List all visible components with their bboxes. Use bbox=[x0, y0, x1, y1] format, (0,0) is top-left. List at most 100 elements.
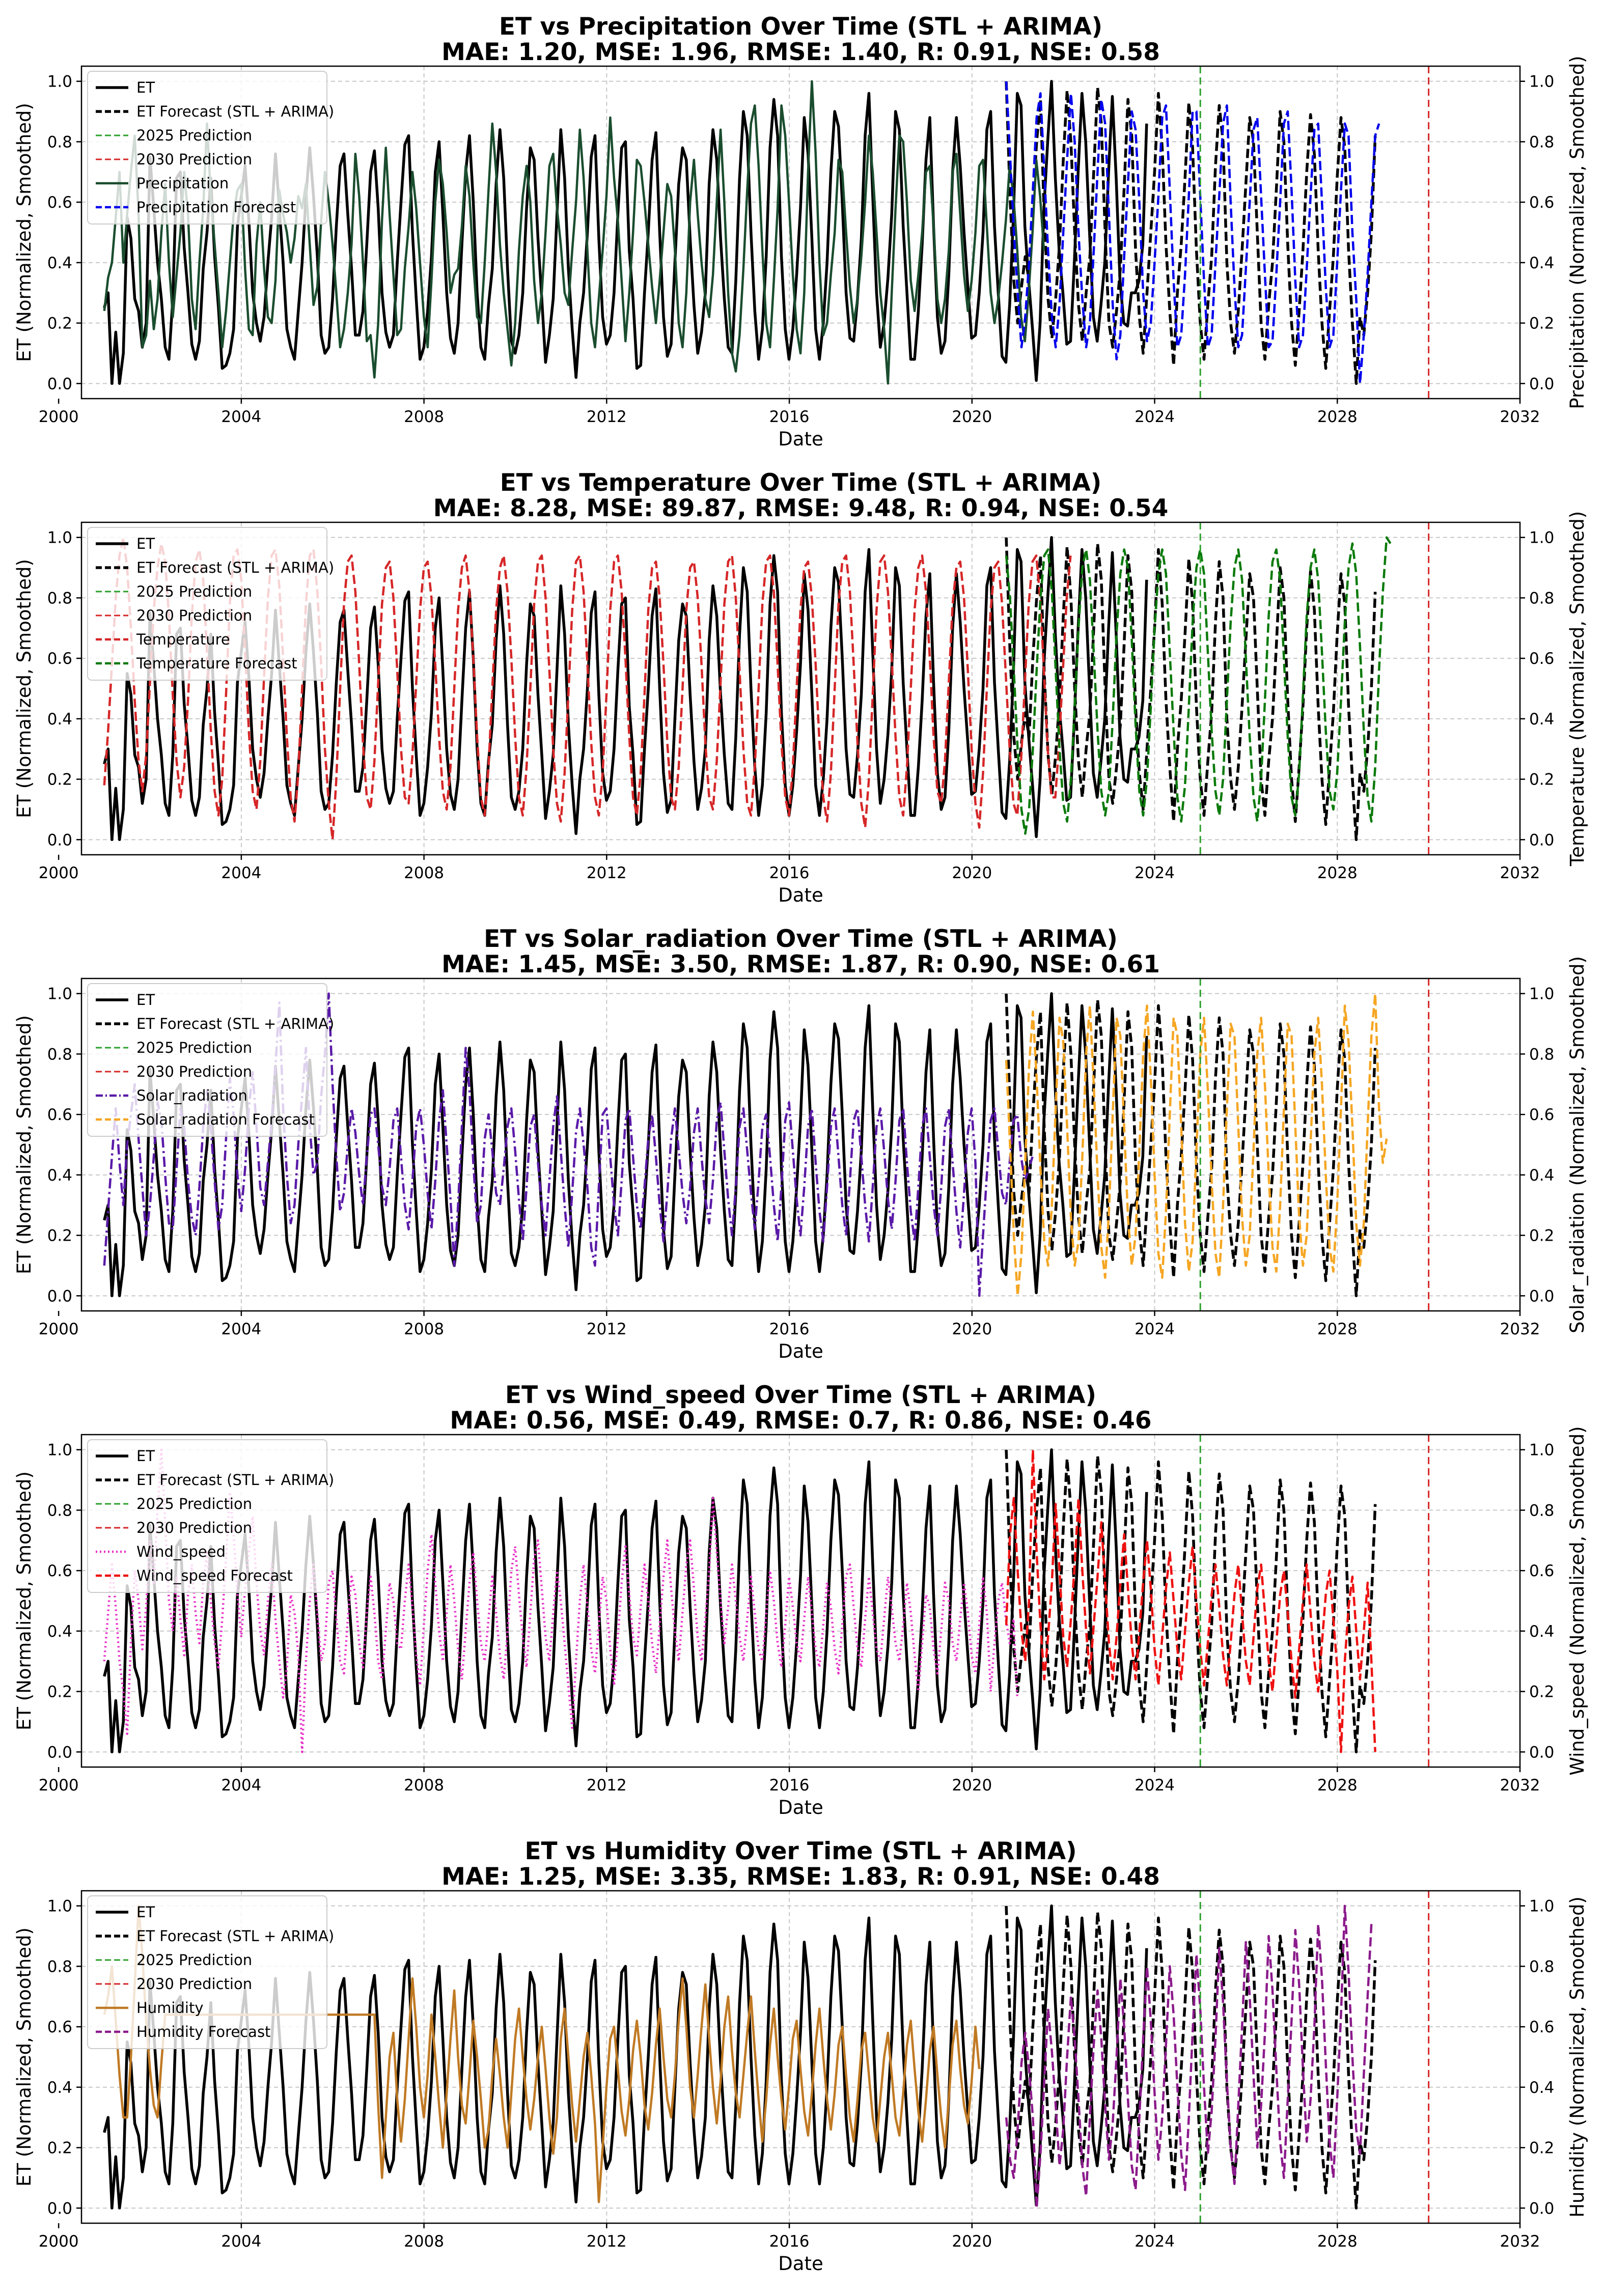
y-tick-label-left: 0.8 bbox=[47, 133, 72, 151]
legend-box bbox=[87, 71, 327, 225]
y-tick-label-right: 0.6 bbox=[1529, 1562, 1554, 1580]
legend-label-temperature-forecast: Temperature Forecast bbox=[136, 655, 297, 672]
chart-panel-5: ET vs Humidity Over Time (STL + ARIMA)MA… bbox=[13, 1837, 1588, 2275]
legend-label-et-forecast-stl-arima: ET Forecast (STL + ARIMA) bbox=[136, 1471, 334, 1489]
legend-label-et: ET bbox=[136, 1903, 155, 1921]
y-tick-label-left: 0.2 bbox=[47, 1683, 72, 1701]
chart-title: ET vs Wind_speed Over Time (STL + ARIMA) bbox=[505, 1381, 1096, 1409]
y-axis-label-right: Precipitation (Normalized, Smoothed) bbox=[1566, 55, 1588, 409]
y-tick-label-right: 0.6 bbox=[1529, 2018, 1554, 2036]
x-tick-label: 2024 bbox=[1135, 408, 1175, 426]
y-tick-label-right: 0.8 bbox=[1529, 1501, 1554, 1520]
y-tick-label-right: 0.0 bbox=[1529, 1743, 1554, 1761]
y-tick-label-left: 1.0 bbox=[47, 1441, 72, 1460]
chart-metrics: MAE: 1.20, MSE: 1.96, RMSE: 1.40, R: 0.9… bbox=[441, 38, 1160, 66]
x-tick-label: 2032 bbox=[1500, 864, 1540, 882]
series-line-solar-radiation-forecast bbox=[1005, 992, 1388, 1297]
legend-label-2030-prediction: 2030 Prediction bbox=[136, 1519, 252, 1536]
y-tick-label-right: 1.0 bbox=[1529, 985, 1554, 1003]
x-tick-label: 2024 bbox=[1135, 2232, 1175, 2251]
legend: ET ET Forecast (STL + ARIMA) 2025 Predicti… bbox=[87, 983, 334, 1137]
legend: ET ET Forecast (STL + ARIMA) 2025 Predicti… bbox=[87, 527, 334, 681]
x-tick-label: 2032 bbox=[1500, 1776, 1540, 1795]
legend-box bbox=[87, 527, 327, 681]
x-tick-label: 2012 bbox=[587, 408, 627, 426]
y-tick-label-left: 0.2 bbox=[47, 315, 72, 333]
x-tick-label: 2000 bbox=[39, 2232, 79, 2251]
x-tick-label: 2012 bbox=[587, 1776, 627, 1795]
x-tick-label: 2028 bbox=[1317, 2232, 1358, 2251]
y-tick-label-left: 0.6 bbox=[47, 193, 72, 212]
y-tick-label-left: 0.0 bbox=[47, 1287, 72, 1305]
legend-label-et-forecast-stl-arima: ET Forecast (STL + ARIMA) bbox=[136, 559, 334, 576]
y-tick-label-left: 0.0 bbox=[47, 2199, 72, 2218]
y-tick-label-left: 0.8 bbox=[47, 1501, 72, 1520]
chart-panel-1: ET vs Precipitation Over Time (STL + ARI… bbox=[13, 13, 1588, 450]
y-tick-label-left: 0.2 bbox=[47, 1227, 72, 1245]
x-axis-label: Date bbox=[778, 1797, 823, 1818]
x-tick-label: 2032 bbox=[1500, 2232, 1540, 2251]
legend-label-2025-prediction: 2025 Prediction bbox=[136, 127, 252, 144]
y-tick-label-right: 0.4 bbox=[1529, 1166, 1554, 1185]
chart-title: ET vs Temperature Over Time (STL + ARIMA… bbox=[500, 469, 1101, 497]
legend: ET ET Forecast (STL + ARIMA) 2025 Predicti… bbox=[87, 1439, 334, 1593]
y-axis-label-right: Temperature (Normalized, Smoothed) bbox=[1566, 511, 1588, 866]
y-tick-label-right: 1.0 bbox=[1529, 529, 1554, 547]
x-tick-label: 2032 bbox=[1500, 408, 1540, 426]
y-tick-label-right: 0.8 bbox=[1529, 1045, 1554, 1063]
y-tick-label-left: 0.4 bbox=[47, 1622, 72, 1641]
y-tick-label-left: 0.2 bbox=[47, 2139, 72, 2158]
x-tick-label: 2008 bbox=[404, 2232, 444, 2251]
y-axis-label-left: ET (Normalized, Smoothed) bbox=[13, 1015, 35, 1274]
x-axis-label: Date bbox=[778, 1340, 823, 1362]
legend-label-2030-prediction: 2030 Prediction bbox=[136, 151, 252, 168]
legend: ET ET Forecast (STL + ARIMA) 2025 Predicti… bbox=[87, 71, 334, 225]
y-tick-label-right: 0.8 bbox=[1529, 1957, 1554, 1976]
y-tick-label-right: 0.0 bbox=[1529, 831, 1554, 849]
y-tick-label-left: 0.4 bbox=[47, 710, 72, 729]
x-tick-label: 2012 bbox=[587, 864, 627, 882]
x-tick-label: 2028 bbox=[1317, 1320, 1358, 1338]
plot-frame bbox=[80, 977, 1521, 1312]
x-tick-label: 2028 bbox=[1317, 1776, 1358, 1795]
x-tick-label: 2000 bbox=[39, 1776, 79, 1795]
y-tick-label-right: 0.0 bbox=[1529, 1287, 1554, 1305]
y-tick-label-left: 1.0 bbox=[47, 73, 72, 91]
y-tick-label-left: 1.0 bbox=[47, 1897, 72, 1916]
y-tick-label-left: 0.6 bbox=[47, 1106, 72, 1124]
legend-label-precipitation: Precipitation bbox=[136, 175, 229, 192]
y-tick-label-right: 1.0 bbox=[1529, 1897, 1554, 1916]
legend-label-2025-prediction: 2025 Prediction bbox=[136, 583, 252, 600]
series-line-temperature-forecast bbox=[1005, 536, 1392, 835]
series-line-et-forecast-stl-arima bbox=[1005, 1449, 1377, 1754]
x-tick-label: 2024 bbox=[1135, 864, 1175, 882]
chart-panel-2: ET vs Temperature Over Time (STL + ARIMA… bbox=[13, 469, 1588, 906]
y-tick-label-right: 0.2 bbox=[1529, 1227, 1554, 1245]
x-tick-label: 2004 bbox=[221, 2232, 261, 2251]
y-tick-label-right: 0.4 bbox=[1529, 2079, 1554, 2097]
y-tick-label-left: 0.8 bbox=[47, 1957, 72, 1976]
y-axis-label-left: ET (Normalized, Smoothed) bbox=[13, 103, 35, 362]
x-tick-label: 2028 bbox=[1317, 408, 1358, 426]
y-tick-label-right: 0.8 bbox=[1529, 589, 1554, 607]
legend-label-solar-radiation-forecast: Solar_radiation Forecast bbox=[136, 1111, 315, 1128]
y-tick-label-right: 1.0 bbox=[1529, 73, 1554, 91]
x-tick-label: 2020 bbox=[952, 1320, 992, 1338]
y-axis-label-left: ET (Normalized, Smoothed) bbox=[13, 559, 35, 818]
y-tick-label-right: 0.4 bbox=[1529, 710, 1554, 729]
series-line-humidity-forecast bbox=[1005, 1905, 1373, 2209]
y-tick-label-right: 0.6 bbox=[1529, 193, 1554, 212]
x-tick-label: 2016 bbox=[769, 1320, 810, 1338]
y-tick-label-right: 0.2 bbox=[1529, 2139, 1554, 2158]
x-tick-label: 2000 bbox=[39, 408, 79, 426]
x-tick-label: 2032 bbox=[1500, 1320, 1540, 1338]
y-tick-label-right: 0.0 bbox=[1529, 375, 1554, 393]
y-tick-label-right: 0.2 bbox=[1529, 1683, 1554, 1701]
legend-label-et: ET bbox=[136, 1447, 155, 1465]
legend-label-humidity: Humidity bbox=[136, 1999, 204, 2017]
y-tick-label-right: 0.4 bbox=[1529, 1622, 1554, 1641]
plot-frame bbox=[80, 65, 1521, 400]
chart-title: ET vs Humidity Over Time (STL + ARIMA) bbox=[524, 1837, 1076, 1865]
chart-title: ET vs Solar_radiation Over Time (STL + A… bbox=[484, 925, 1118, 953]
